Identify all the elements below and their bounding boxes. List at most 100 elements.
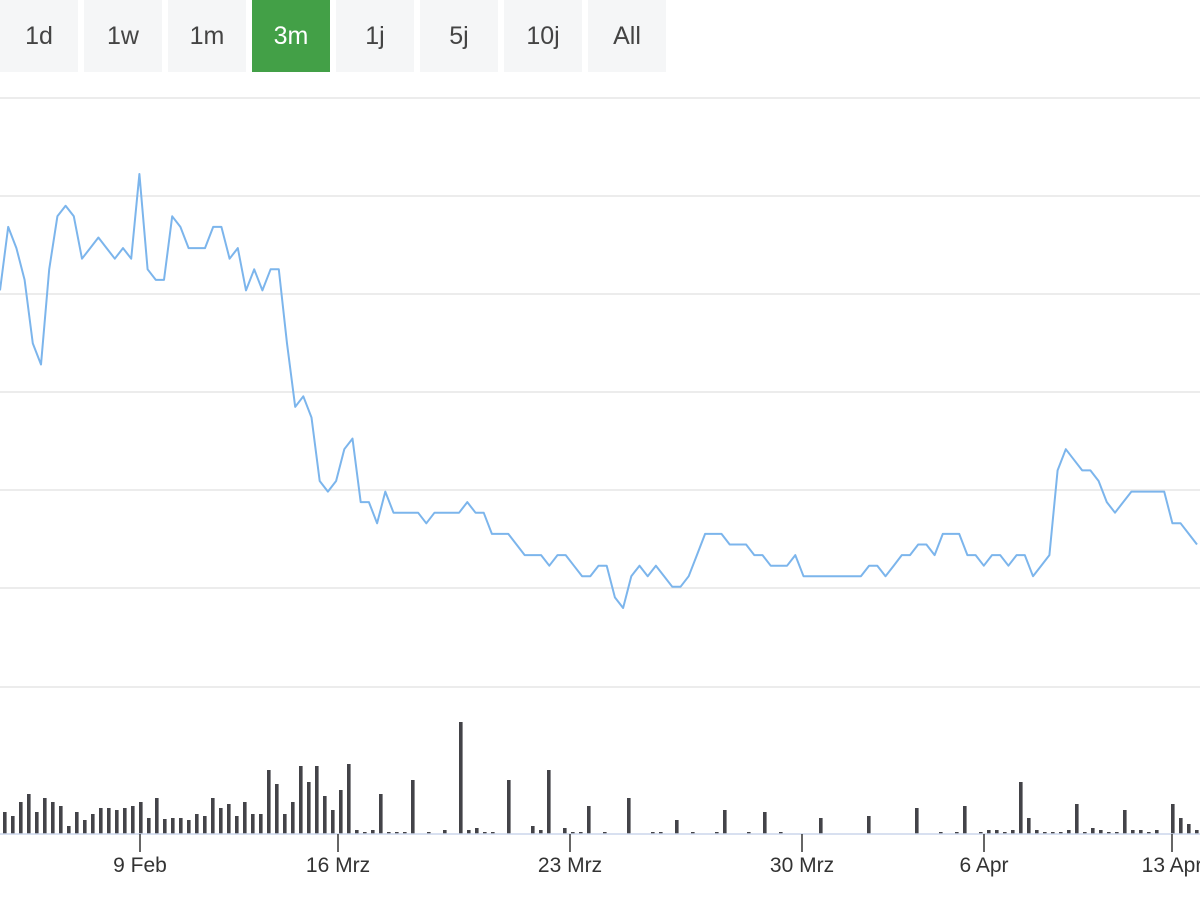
x-tick-label: 6 Apr	[959, 854, 1008, 877]
volume-bar	[603, 832, 607, 834]
x-tick-label: 9 Feb	[113, 854, 167, 877]
volume-bar	[171, 818, 175, 834]
range-button-1w[interactable]: 1w	[84, 0, 162, 72]
range-button-5j[interactable]: 5j	[420, 0, 498, 72]
range-button-3m[interactable]: 3m	[252, 0, 330, 72]
price-chart: 9 Feb 16 Mrz 23 Mrz 30 Mrz 6 Apr 13 Apr	[0, 97, 1200, 877]
volume-bar	[243, 802, 247, 834]
volume-bar	[123, 808, 127, 834]
volume-bar	[627, 798, 631, 834]
x-tick-label: 23 Mrz	[538, 854, 602, 877]
volume-bar	[195, 814, 199, 834]
volume-bar	[1115, 832, 1119, 834]
volume-bar	[819, 818, 823, 834]
range-button-10j[interactable]: 10j	[504, 0, 582, 72]
range-button-1m[interactable]: 1m	[168, 0, 246, 72]
volume-bar	[939, 832, 943, 834]
volume-bar	[403, 832, 407, 834]
volume-bar	[99, 808, 103, 834]
volume-bar	[675, 820, 679, 834]
volume-bar	[955, 832, 959, 834]
volume-bar	[1083, 832, 1087, 834]
volume-bar	[547, 770, 551, 834]
volume-bar	[659, 832, 663, 834]
volume-bar	[539, 830, 543, 834]
volume-bar	[1059, 832, 1063, 834]
volume-bar	[563, 828, 567, 834]
range-button-1j[interactable]: 1j	[336, 0, 414, 72]
volume-bar	[27, 794, 31, 834]
volume-bar	[395, 832, 399, 834]
x-tick-label: 13 Apr	[1142, 854, 1200, 877]
volume-bar	[1051, 832, 1055, 834]
volume-bar	[315, 766, 319, 834]
volume-bar	[259, 814, 263, 834]
volume-bar	[427, 832, 431, 834]
volume-bar	[339, 790, 343, 834]
volume-bar	[291, 802, 295, 834]
price-line-series	[0, 173, 1198, 609]
volume-bar	[59, 806, 63, 834]
volume-bar	[963, 806, 967, 834]
volume-bar	[299, 766, 303, 834]
volume-bar	[387, 832, 391, 834]
volume-bar	[1147, 832, 1151, 834]
volume-bar	[307, 782, 311, 834]
volume-bar	[1171, 804, 1175, 834]
volume-bar	[363, 832, 367, 834]
volume-bar	[1195, 830, 1199, 834]
volume-bar	[1003, 832, 1007, 834]
volume-bar	[1131, 830, 1135, 834]
volume-bar	[1187, 824, 1191, 834]
volume-bar	[1123, 810, 1127, 834]
range-button-all[interactable]: All	[588, 0, 666, 72]
range-button-1d[interactable]: 1d	[0, 0, 78, 72]
volume-bar	[347, 764, 351, 834]
volume-bar	[571, 832, 575, 834]
volume-bar	[867, 816, 871, 834]
volume-bar	[51, 802, 55, 834]
volume-bar	[331, 810, 335, 834]
volume-bar	[203, 816, 207, 834]
volume-bar	[139, 802, 143, 834]
volume-bar	[995, 830, 999, 834]
volume-bar	[3, 812, 7, 834]
volume-bar	[1091, 828, 1095, 834]
volume-bar	[1019, 782, 1023, 834]
volume-bar	[155, 798, 159, 834]
volume-bar	[651, 832, 655, 834]
volume-bar	[1067, 830, 1071, 834]
volume-bar	[507, 780, 511, 834]
volume-bar	[747, 832, 751, 834]
volume-bar	[1035, 830, 1039, 834]
volume-bar	[115, 810, 119, 834]
volume-bar	[443, 830, 447, 834]
volume-bar	[531, 826, 535, 834]
volume-bar	[979, 832, 983, 834]
volume-bar	[75, 812, 79, 834]
volume-bar	[987, 830, 991, 834]
volume-bar	[107, 808, 111, 834]
volume-bar	[11, 816, 15, 834]
volume-bar	[459, 722, 463, 834]
volume-bar	[579, 832, 583, 834]
volume-bar	[147, 818, 151, 834]
volume-bar	[227, 804, 231, 834]
volume-bar	[763, 812, 767, 834]
volume-bar	[251, 814, 255, 834]
volume-bar	[67, 826, 71, 834]
volume-bar	[355, 830, 359, 834]
volume-bar	[779, 832, 783, 834]
volume-bar	[691, 832, 695, 834]
volume-bar	[219, 808, 223, 834]
volume-bar	[467, 830, 471, 834]
volume-bar	[1107, 832, 1111, 834]
volume-bar	[1139, 830, 1143, 834]
volume-bar	[43, 798, 47, 834]
volume-bar	[163, 819, 167, 834]
volume-bar	[91, 814, 95, 834]
volume-bar	[35, 812, 39, 834]
volume-bar	[179, 818, 183, 834]
volume-bar	[235, 816, 239, 834]
volume-bar	[411, 780, 415, 834]
